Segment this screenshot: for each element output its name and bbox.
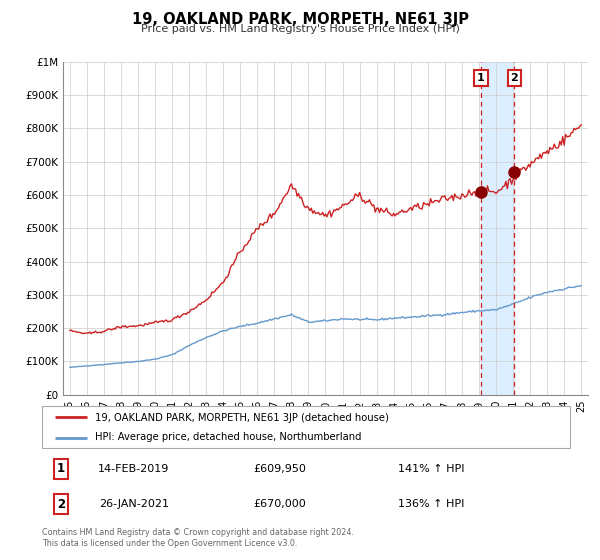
Text: £609,950: £609,950: [253, 464, 306, 474]
Text: Contains HM Land Registry data © Crown copyright and database right 2024.
This d: Contains HM Land Registry data © Crown c…: [42, 528, 354, 548]
FancyBboxPatch shape: [42, 406, 570, 448]
Text: 136% ↑ HPI: 136% ↑ HPI: [398, 499, 465, 509]
Text: HPI: Average price, detached house, Northumberland: HPI: Average price, detached house, Nort…: [95, 432, 361, 442]
Text: 1: 1: [57, 463, 65, 475]
Text: £670,000: £670,000: [253, 499, 306, 509]
Bar: [481, 62, 514, 395]
Text: 14-FEB-2019: 14-FEB-2019: [98, 464, 169, 474]
Text: 2: 2: [511, 73, 518, 83]
Text: 19, OAKLAND PARK, MORPETH, NE61 3JP (detached house): 19, OAKLAND PARK, MORPETH, NE61 3JP (det…: [95, 413, 389, 423]
Text: Price paid vs. HM Land Registry's House Price Index (HPI): Price paid vs. HM Land Registry's House …: [140, 24, 460, 34]
Text: 1: 1: [477, 73, 485, 83]
Text: 26-JAN-2021: 26-JAN-2021: [99, 499, 169, 509]
Text: 141% ↑ HPI: 141% ↑ HPI: [398, 464, 465, 474]
Text: 2: 2: [57, 497, 65, 511]
Text: 19, OAKLAND PARK, MORPETH, NE61 3JP: 19, OAKLAND PARK, MORPETH, NE61 3JP: [131, 12, 469, 27]
